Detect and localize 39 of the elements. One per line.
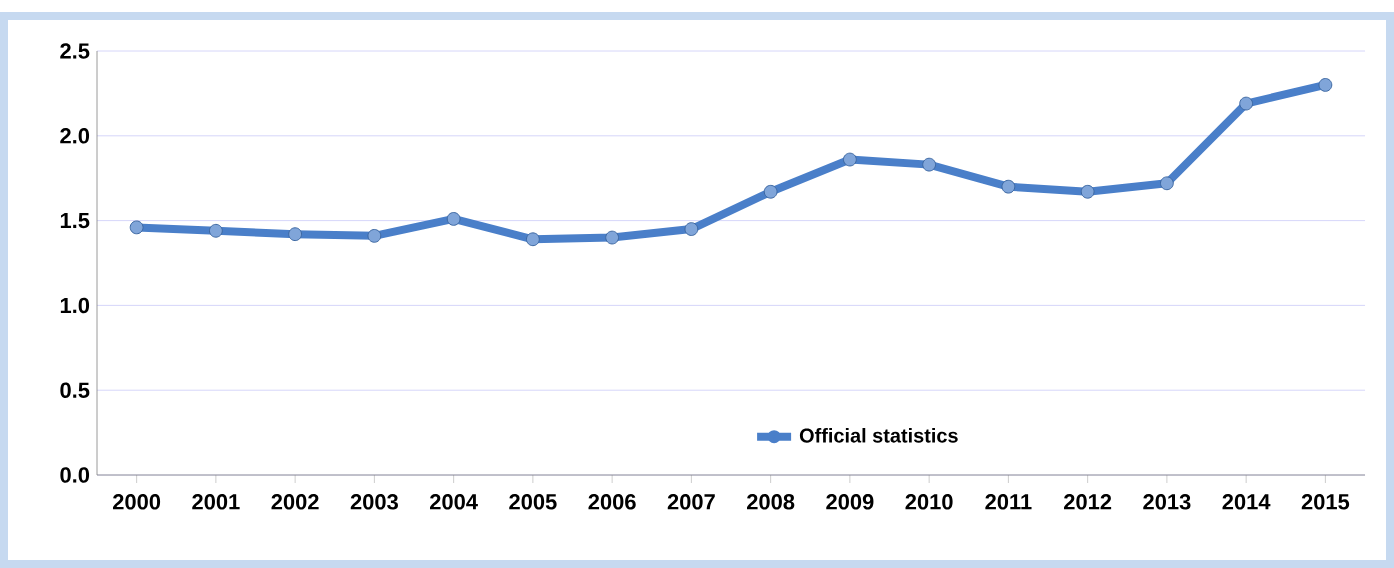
point	[684, 222, 699, 236]
x-tick-label: 2007	[667, 494, 715, 510]
point	[1239, 96, 1254, 111]
x-tick-label: 2015	[1301, 494, 1350, 510]
point	[1080, 184, 1095, 199]
x-tick-label: 2004	[430, 494, 478, 510]
point	[842, 152, 857, 167]
x-tick-label: 2008	[747, 494, 795, 510]
x-tick-label: 2009	[826, 494, 874, 510]
point	[763, 184, 778, 199]
y-tick-label: 0.0	[60, 467, 90, 483]
x-tick-label: 2013	[1143, 494, 1191, 510]
y-tick-label: 2.5	[60, 43, 90, 59]
y-tick-label: 1.5	[60, 212, 90, 229]
point	[367, 228, 382, 243]
x-tick-label: 2006	[588, 494, 636, 510]
point	[208, 223, 223, 238]
legend-label: Official statistics	[799, 428, 958, 443]
x-tick-label: 2002	[271, 494, 319, 510]
point	[288, 227, 303, 242]
point	[605, 230, 620, 245]
point	[922, 157, 937, 172]
x-tick-label: 2000	[113, 494, 161, 510]
point	[1001, 179, 1016, 194]
point	[525, 232, 540, 247]
x-tick-label: 2011	[985, 494, 1032, 510]
x-tick-label: 2003	[350, 494, 398, 510]
point	[129, 220, 144, 235]
x-tick-label: 2010	[905, 494, 953, 510]
y-tick-label: 1.0	[60, 297, 90, 314]
y-tick-label: 2.0	[60, 128, 90, 144]
x-tick-label: 2005	[509, 494, 557, 510]
point	[1318, 78, 1333, 92]
x-tick-label: 2014	[1222, 494, 1271, 510]
point	[1159, 176, 1174, 191]
y-tick-label: 0.5	[60, 382, 90, 398]
x-tick-label: 2001	[192, 494, 240, 510]
x-tick-label: 2012	[1064, 494, 1112, 510]
point	[446, 212, 461, 226]
